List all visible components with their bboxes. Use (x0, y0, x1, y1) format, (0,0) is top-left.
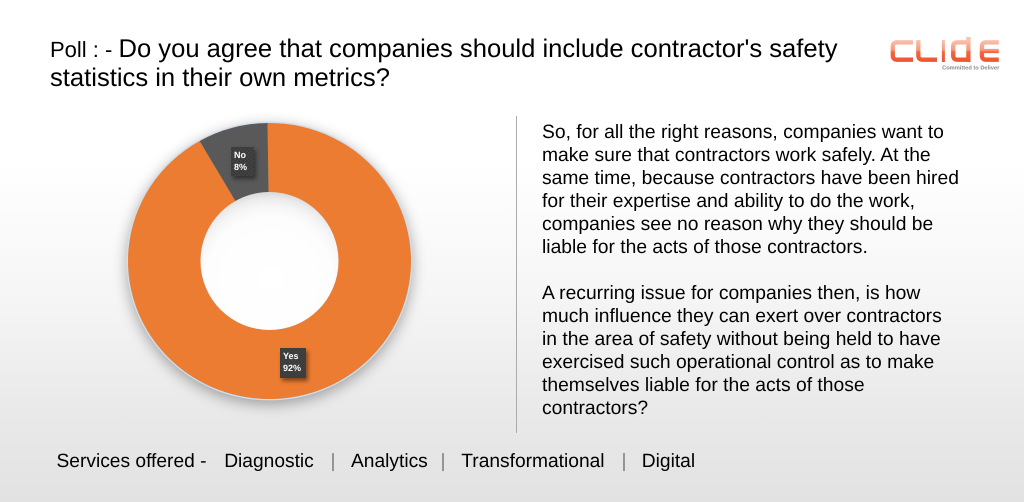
svg-text:Committed to Deliver: Committed to Deliver (942, 64, 1000, 71)
